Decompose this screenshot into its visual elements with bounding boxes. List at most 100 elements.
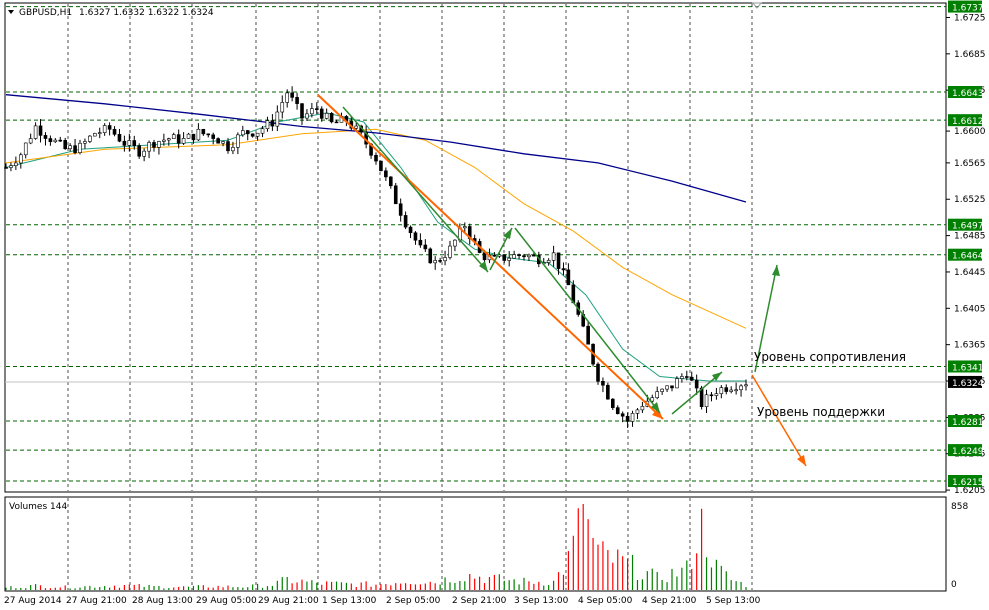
candle-body	[324, 113, 329, 119]
candle-body	[610, 398, 615, 408]
level-price-tag	[948, 360, 982, 373]
candle-body	[186, 133, 191, 139]
candle-body	[670, 385, 674, 389]
candle-body	[9, 165, 13, 168]
time-tick-label: 4 Sep 21:00	[642, 596, 697, 606]
green-wave-1-down	[342, 106, 489, 273]
support-label: Уровень поддержки	[757, 405, 885, 419]
candle-body	[211, 134, 215, 139]
volume-bars	[5, 504, 747, 590]
level-price-tag	[948, 0, 982, 13]
candle-body	[285, 92, 290, 103]
candle-body	[319, 108, 324, 119]
candle-body	[314, 108, 319, 110]
price-tick-label: 1.6725	[954, 13, 986, 23]
candle-body	[625, 415, 630, 422]
shift-marker-icon[interactable]	[751, 2, 763, 9]
level-price-tag-label: 1.6341	[952, 363, 984, 373]
moving-averages	[5, 94, 747, 382]
level-price-tag	[948, 444, 982, 457]
candle-body	[97, 132, 102, 134]
candle-body	[398, 203, 403, 216]
candle-body	[300, 103, 304, 119]
candle-body	[744, 384, 748, 387]
price-tick-label: 1.6445	[954, 268, 986, 278]
candle-body	[23, 142, 28, 156]
candle-body	[329, 113, 334, 123]
time-tick-label: 4 Sep 05:00	[578, 596, 633, 606]
chart-menu-icon[interactable]	[8, 10, 14, 14]
candle-body	[522, 255, 526, 258]
candle-body	[88, 135, 92, 142]
time-tick-label: 29 Aug 05:00	[196, 596, 257, 606]
green-wave-1-head	[479, 261, 488, 272]
current-price-tag-label: 1.6324	[952, 379, 984, 389]
candle-body	[729, 389, 734, 392]
candle-body	[305, 113, 309, 119]
candle-body	[245, 130, 250, 135]
volume-pane-frame	[4, 496, 947, 592]
candle-body	[310, 108, 314, 115]
price-tags: 1.6737 1.6643 1.6612 1.6497 1.6464 1.6341 1.62…	[948, 0, 984, 488]
candle-body	[388, 176, 393, 187]
candle-body	[142, 150, 146, 157]
price-tick-label: 1.6600	[954, 127, 986, 137]
price-level-lines	[6, 6, 946, 482]
candle-body	[167, 138, 171, 141]
candle-body	[152, 142, 156, 148]
level-price-tag	[948, 248, 982, 261]
candle-body	[507, 257, 512, 261]
candle-body	[694, 380, 699, 389]
candle-body	[132, 140, 137, 146]
level-price-tag	[948, 218, 982, 231]
candle-body	[93, 133, 97, 137]
candle-body	[453, 239, 457, 247]
green-wave-3-down	[514, 227, 661, 414]
candle-body	[734, 389, 738, 392]
candle-body	[231, 147, 235, 152]
main-pane-frame	[4, 2, 947, 493]
candle-body	[33, 125, 38, 139]
green-arrow-projection	[754, 264, 778, 373]
level-price-tag	[948, 475, 982, 487]
green-arrow-head-projection	[772, 265, 780, 276]
candle-body	[38, 125, 43, 136]
candle-body	[255, 132, 260, 137]
candle-body	[620, 413, 625, 417]
candle-body	[280, 102, 285, 113]
candle-body	[408, 226, 413, 234]
candle-body	[181, 138, 186, 144]
candle-body	[18, 154, 23, 164]
candle-body	[14, 162, 18, 166]
orange-arrow-head-projection	[797, 455, 806, 466]
price-tick-label: 1.6525	[954, 195, 986, 205]
candle-body	[655, 391, 660, 399]
candle-body	[393, 185, 398, 205]
green-wave-4-head	[712, 372, 722, 381]
candle-body	[53, 139, 58, 143]
resistance-label: Уровень сопротивления	[754, 350, 906, 364]
time-tick-label: 5 Sep 13:00	[706, 596, 761, 606]
time-tick-label: 27 Aug 2014	[4, 596, 62, 606]
candle-body	[117, 134, 122, 142]
candle-body	[122, 140, 127, 146]
candle-body	[675, 378, 679, 389]
candle-body	[704, 394, 709, 408]
price-axis-ticks: 1.67251.66851.66451.66001.65651.65251.64…	[946, 13, 986, 496]
level-price-tag	[948, 86, 982, 98]
candle-body	[566, 269, 571, 286]
candle-body	[601, 381, 605, 386]
green-wave-4-up	[671, 371, 723, 415]
candle-body	[4, 167, 8, 169]
candle-body	[606, 384, 610, 400]
candle-body	[684, 376, 689, 378]
candle-body	[78, 142, 82, 153]
candle-body	[73, 145, 77, 153]
candle-body	[147, 142, 151, 152]
level-price-tag-label: 1.6643	[952, 89, 984, 99]
candle-body	[596, 363, 600, 382]
level-price-tag-label: 1.6737	[952, 4, 984, 14]
candle-body	[206, 133, 211, 136]
